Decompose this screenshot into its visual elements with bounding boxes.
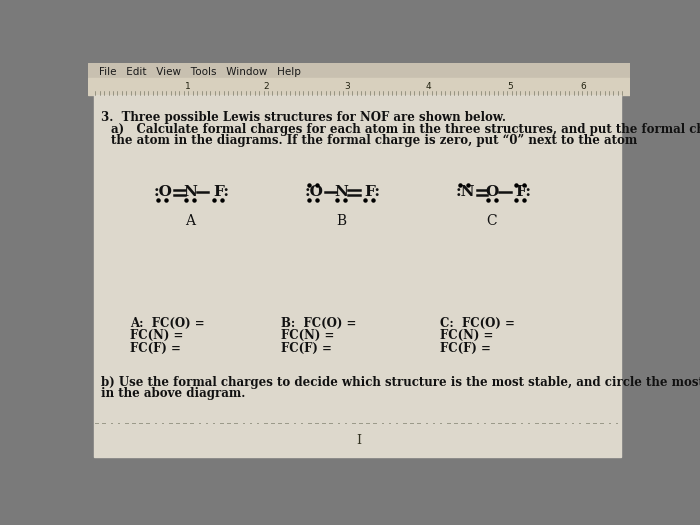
Text: 5: 5	[507, 81, 512, 91]
Text: 2: 2	[263, 81, 269, 91]
Text: F:: F:	[213, 185, 229, 200]
Text: :O: :O	[304, 185, 323, 200]
Text: File   Edit   View   Tools   Window   Help: File Edit View Tools Window Help	[99, 67, 301, 77]
Text: I: I	[356, 434, 361, 447]
Text: :O: :O	[153, 185, 172, 200]
Text: C:  FC(O) =: C: FC(O) =	[440, 317, 515, 330]
Bar	[88, 78, 630, 96]
Text: F:: F:	[515, 185, 531, 200]
Text: FC(N) =: FC(N) =	[440, 329, 494, 342]
Text: :N: :N	[456, 185, 475, 200]
Text: C: C	[486, 214, 498, 228]
Text: 3.  Three possible Lewis structures for NOF are shown below.: 3. Three possible Lewis structures for N…	[102, 111, 507, 124]
Text: A:  FC(O) =: A: FC(O) =	[130, 317, 204, 330]
Text: FC(F) =: FC(F) =	[440, 342, 491, 355]
Text: 3: 3	[344, 81, 350, 91]
Text: FC(N) =: FC(N) =	[130, 329, 183, 342]
Text: FC(F) =: FC(F) =	[130, 342, 181, 355]
Text: a)   Calculate formal charges for each atom in the three structures, and put the: a) Calculate formal charges for each ato…	[111, 123, 700, 136]
Text: F:: F:	[364, 185, 380, 200]
Text: A: A	[185, 214, 195, 228]
Text: the atom in the diagrams. If the formal charge is zero, put “0” next to the atom: the atom in the diagrams. If the formal …	[111, 134, 637, 147]
Text: B: B	[336, 214, 346, 228]
Bar	[94, 96, 621, 457]
Text: 6: 6	[580, 81, 587, 91]
Text: N: N	[334, 185, 348, 200]
Text: in the above diagram.: in the above diagram.	[102, 387, 246, 400]
Text: FC(N) =: FC(N) =	[281, 329, 335, 342]
Bar	[88, 63, 630, 78]
Text: O: O	[485, 185, 498, 200]
Text: FC(F) =: FC(F) =	[281, 342, 332, 355]
Text: 1: 1	[186, 81, 191, 91]
Text: B:  FC(O) =: B: FC(O) =	[281, 317, 356, 330]
Text: 4: 4	[426, 81, 431, 91]
Text: b) Use the formal charges to decide which structure is the most stable, and circ: b) Use the formal charges to decide whic…	[102, 375, 700, 388]
Text: N: N	[183, 185, 197, 200]
